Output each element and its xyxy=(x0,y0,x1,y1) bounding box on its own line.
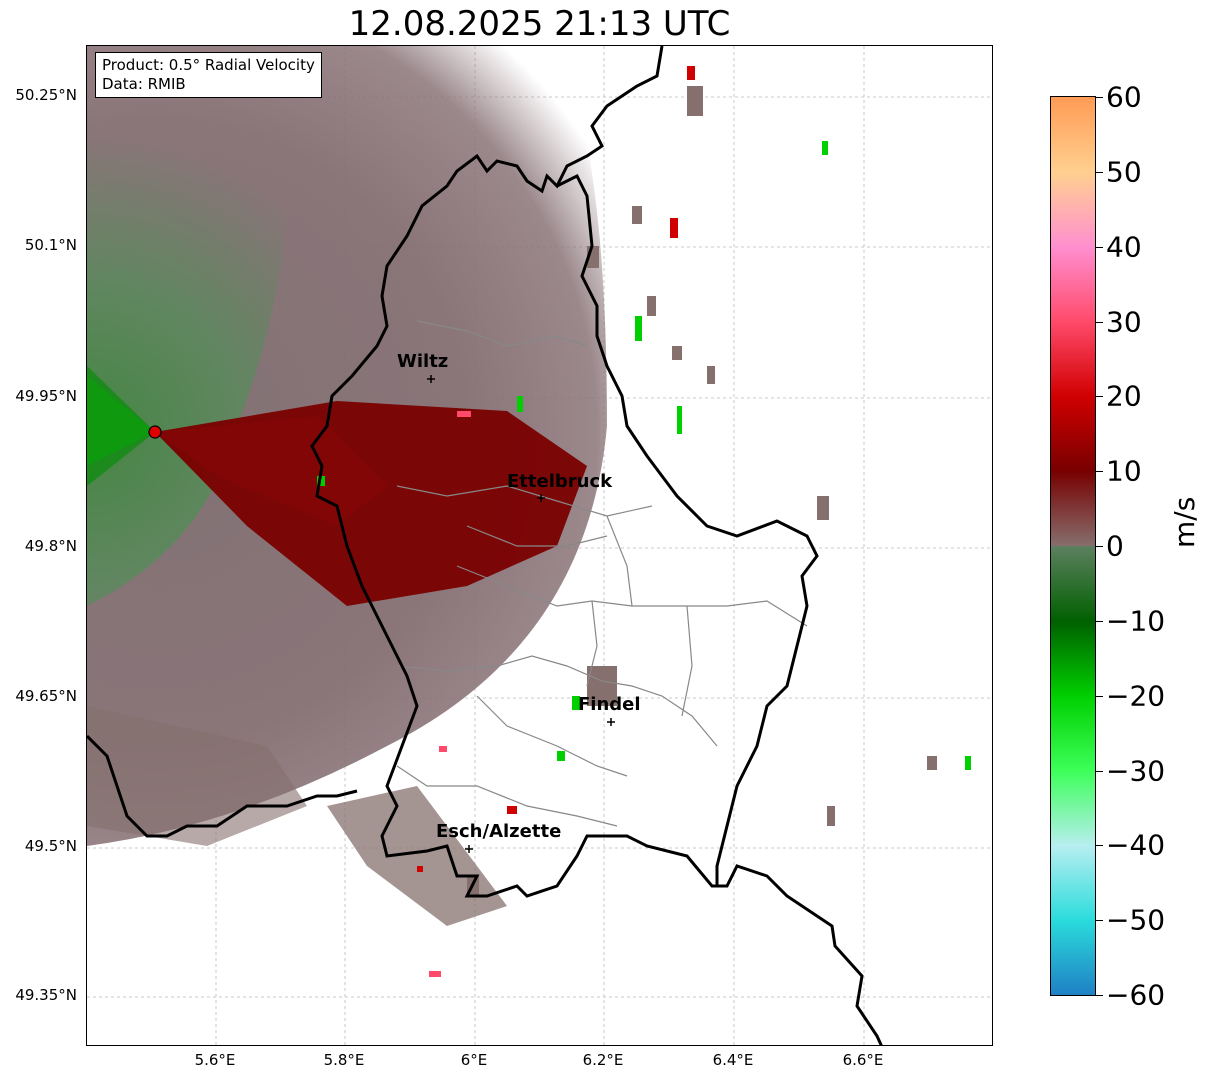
colorbar-segment xyxy=(1051,396,1095,473)
radar-velocity-field xyxy=(87,46,971,977)
lon-tick-label: 6.2°E xyxy=(582,1051,624,1069)
colorbar-tick xyxy=(1096,97,1103,98)
colorbar-segment xyxy=(1051,695,1095,772)
product-label: Product: 0.5° Radial Velocity xyxy=(102,56,315,74)
colorbar-tick-label: 0 xyxy=(1106,529,1124,563)
radar-site-marker xyxy=(148,425,162,439)
city-label-wiltz: Wiltz xyxy=(397,351,449,372)
city-label-ettelbruck: Ettelbruck xyxy=(507,471,613,492)
lat-tick-label: 49.5°N xyxy=(24,837,77,855)
lat-tick-label: 49.95°N xyxy=(15,387,77,405)
lat-tick-label: 49.8°N xyxy=(24,537,77,555)
colorbar-tick-label: −40 xyxy=(1106,828,1166,862)
colorbar-tick xyxy=(1096,546,1103,547)
colorbar-segment xyxy=(1051,246,1095,323)
colorbar-tick xyxy=(1096,620,1103,622)
colorbar-tick xyxy=(1096,695,1103,697)
radar-map[interactable]: Product: 0.5° Radial Velocity Data: RMIB… xyxy=(86,45,993,1046)
colorbar-tick-label: 20 xyxy=(1106,379,1142,413)
city-marker-esch xyxy=(465,845,473,853)
colorbar-segment xyxy=(1051,770,1095,847)
lon-tick-label: 5.6°E xyxy=(194,1051,236,1069)
colorbar-tick xyxy=(1096,995,1103,996)
map-title: 12.08.2025 21:13 UTC xyxy=(348,4,731,44)
colorbar-tick-label: 30 xyxy=(1106,305,1142,338)
lat-tick-label: 50.1°N xyxy=(24,236,77,254)
colorbar-segment xyxy=(1051,620,1095,697)
radar-map-canvas xyxy=(87,46,992,1045)
colorbar-segment xyxy=(1051,97,1095,173)
colorbar-tick xyxy=(1096,845,1103,847)
lon-tick-label: 6°E xyxy=(460,1051,488,1069)
lat-tick-label: 50.25°N xyxy=(15,86,77,104)
colorbar-segment xyxy=(1051,920,1095,995)
colorbar-tick-label: −60 xyxy=(1106,978,1166,1012)
colorbar-tick xyxy=(1096,396,1103,398)
city-label-esch-alzette: Esch/Alzette xyxy=(436,821,562,842)
city-marker-ettelbruck xyxy=(537,494,545,502)
colorbar-tick xyxy=(1096,321,1103,323)
colorbar-tick xyxy=(1096,471,1103,473)
colorbar-unit-label: m/s xyxy=(1168,496,1201,548)
colorbar-tick-label: 60 xyxy=(1106,80,1142,114)
colorbar-tick-label: 50 xyxy=(1106,155,1142,189)
city-markers xyxy=(427,375,615,853)
canton-boundaries xyxy=(396,320,808,827)
colorbar-tick xyxy=(1096,246,1103,248)
colorbar-tick xyxy=(1096,920,1103,922)
lat-tick-label: 49.65°N xyxy=(15,687,77,705)
lon-tick-label: 6.4°E xyxy=(712,1051,754,1069)
colorbar-tick-label: −50 xyxy=(1106,903,1166,937)
colorbar-segment xyxy=(1051,845,1095,922)
lon-tick-label: 5.8°E xyxy=(323,1051,365,1069)
country-border xyxy=(87,46,883,1045)
colorbar-segment xyxy=(1051,471,1095,547)
colorbar-segment xyxy=(1051,321,1095,398)
city-label-findel: Findel xyxy=(578,694,641,715)
info-legend-box: Product: 0.5° Radial Velocity Data: RMIB xyxy=(95,52,322,98)
colorbar-tick-label: −30 xyxy=(1106,754,1166,787)
colorbar-segment xyxy=(1051,546,1095,622)
velocity-colorbar xyxy=(1050,96,1096,996)
data-source-label: Data: RMIB xyxy=(102,75,186,93)
colorbar-tick-label: −20 xyxy=(1106,679,1166,713)
lon-tick-label: 6.6°E xyxy=(842,1051,884,1069)
colorbar-tick-label: −10 xyxy=(1106,604,1166,638)
colorbar-tick xyxy=(1096,171,1103,173)
colorbar-tick xyxy=(1096,770,1103,772)
city-marker-wiltz xyxy=(427,375,435,383)
city-marker-findel xyxy=(607,718,615,726)
lat-tick-label: 49.35°N xyxy=(15,986,77,1004)
colorbar-tick-label: 40 xyxy=(1106,230,1142,264)
colorbar-tick-label: 10 xyxy=(1106,454,1142,488)
colorbar-segment xyxy=(1051,171,1095,248)
